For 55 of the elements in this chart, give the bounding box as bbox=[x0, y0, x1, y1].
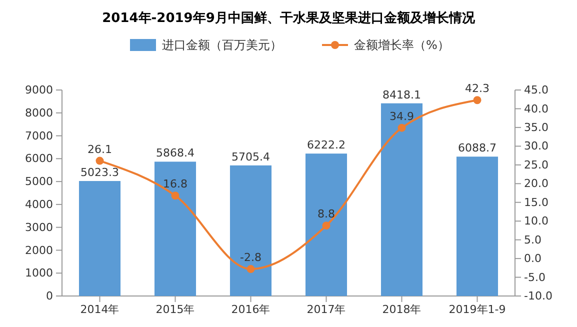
bar bbox=[230, 165, 272, 296]
bar bbox=[305, 154, 348, 296]
y-tick-label: 9000 bbox=[25, 84, 53, 97]
legend-label: 进口金额（百万美元） bbox=[162, 38, 282, 52]
data-label: 5868.4 bbox=[156, 146, 194, 160]
y-tick-label: 3000 bbox=[25, 220, 53, 234]
point bbox=[473, 96, 482, 104]
y2-tick-label: -5.0 bbox=[524, 270, 546, 284]
y2-tick-label: -10.0 bbox=[524, 290, 552, 303]
x-tick-label: 2014年 bbox=[80, 302, 120, 316]
y2-tick-label: 20.0 bbox=[524, 177, 548, 190]
y2-tick-label: 25.0 bbox=[524, 158, 548, 172]
y-tick-label: 2000 bbox=[25, 244, 53, 257]
data-label: 5705.4 bbox=[232, 150, 270, 164]
x-tick-label: 2016年 bbox=[231, 302, 270, 316]
y-tick-label: 7000 bbox=[25, 129, 53, 142]
x-tick-label: 2019年1-9 bbox=[448, 302, 506, 316]
bar bbox=[78, 181, 121, 296]
bar bbox=[154, 162, 196, 296]
x-tick-label: 2017年 bbox=[306, 302, 346, 316]
y-tick-label: 0 bbox=[46, 290, 53, 303]
y-tick-label: 4000 bbox=[25, 198, 53, 211]
y-tick-label: 1000 bbox=[25, 266, 53, 280]
y2-tick-label: 10.0 bbox=[524, 214, 548, 228]
point bbox=[398, 124, 406, 132]
data-label: 8418.1 bbox=[382, 88, 421, 102]
y2-tick-label: 15.0 bbox=[524, 196, 548, 209]
x-tick-label: 2018年 bbox=[382, 302, 422, 316]
point bbox=[96, 156, 104, 165]
legend-label: 金额增长率（%） bbox=[354, 38, 450, 52]
point bbox=[246, 265, 255, 274]
y2-tick-label: 5.0 bbox=[524, 233, 542, 246]
y-tick-label: 8000 bbox=[25, 106, 53, 120]
y2-tick-label: 45.0 bbox=[524, 84, 548, 97]
data-label: 34.9 bbox=[390, 110, 414, 123]
bar bbox=[456, 156, 498, 296]
y-tick-label: 5000 bbox=[25, 175, 53, 188]
point bbox=[171, 192, 180, 200]
x-tick-label: 2015年 bbox=[156, 302, 195, 316]
data-label: 6222.2 bbox=[307, 138, 346, 152]
y2-tick-label: 40.0 bbox=[524, 102, 548, 116]
bar bbox=[380, 103, 423, 296]
data-label: 16.8 bbox=[163, 178, 188, 191]
data-label: 26.1 bbox=[88, 142, 112, 156]
y2-tick-label: 30.0 bbox=[524, 140, 548, 153]
data-label: 42.3 bbox=[465, 82, 490, 96]
data-label: 6088.7 bbox=[458, 142, 496, 155]
y2-tick-label: 0.0 bbox=[524, 252, 542, 266]
chart-title: 2014年-2019年9月中国鲜、干水果及坚果进口金额及增长情况 bbox=[102, 10, 476, 26]
point bbox=[322, 222, 330, 230]
data-label: -2.8 bbox=[240, 251, 262, 264]
data-label: 8.8 bbox=[318, 208, 335, 221]
data-label: 5023.3 bbox=[80, 166, 119, 180]
y-tick-label: 6000 bbox=[25, 152, 53, 166]
y2-tick-label: 35.0 bbox=[524, 120, 548, 134]
